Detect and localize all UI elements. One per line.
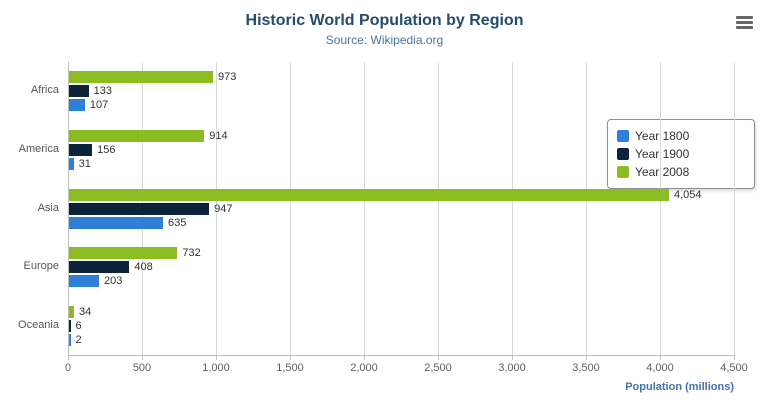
gridline	[290, 62, 291, 355]
legend-marker	[617, 166, 629, 178]
x-tick-mark	[734, 355, 735, 360]
hamburger-line	[736, 26, 753, 29]
value-label: 31	[78, 157, 91, 170]
x-tick-label: 1,500	[276, 362, 304, 374]
gridline	[68, 62, 69, 355]
bar-year-1800-asia[interactable]	[69, 216, 163, 229]
chart-title: Historic World Population by Region	[245, 12, 524, 29]
value-label: 635	[167, 216, 187, 229]
bar-year-1900-america[interactable]	[69, 143, 93, 156]
gridline	[734, 62, 735, 355]
x-tick-mark	[290, 355, 291, 360]
hamburger-menu-icon[interactable]	[736, 16, 753, 29]
category-label: Oceania	[18, 318, 59, 331]
value-label: 6	[75, 319, 82, 332]
x-tick-mark	[586, 355, 587, 360]
x-tick-label: 4,500	[720, 362, 748, 374]
x-tick-mark	[216, 355, 217, 360]
bar-year-1800-europe[interactable]	[69, 275, 100, 288]
x-tick-label: 3,500	[572, 362, 600, 374]
category-label: Asia	[37, 201, 59, 214]
legend-item-year-2008[interactable]: Year 2008	[617, 163, 745, 181]
chart-subtitle: Source: Wikipedia.org	[325, 33, 444, 47]
value-label: 133	[93, 85, 113, 98]
x-tick-label: 500	[132, 362, 152, 374]
value-label: 34	[79, 305, 92, 318]
x-tick-mark	[438, 355, 439, 360]
x-tick-label: 4,000	[646, 362, 674, 374]
bar-year-1800-america[interactable]	[69, 157, 74, 170]
value-label: 203	[104, 275, 123, 288]
value-label: 973	[218, 71, 237, 84]
bar-year-1800-oceania[interactable]	[69, 333, 71, 346]
x-tick-label: 1,000	[202, 362, 230, 374]
bar-year-2008-oceania[interactable]	[69, 305, 75, 318]
legend-item-year-1800[interactable]: Year 1800	[617, 127, 745, 145]
gridline	[660, 62, 661, 355]
gridline	[216, 62, 217, 355]
hamburger-line	[736, 21, 753, 24]
category-label: Europe	[23, 260, 59, 273]
x-tick-mark	[364, 355, 365, 360]
value-label: 914	[209, 129, 228, 142]
x-tick-mark	[512, 355, 513, 360]
x-axis-title: Population (millions)	[625, 381, 734, 393]
bar-year-1900-europe[interactable]	[69, 261, 130, 274]
bar-year-1900-oceania[interactable]	[69, 319, 71, 332]
legend-item-label: Year 1800	[635, 129, 690, 143]
value-label: 4,054	[673, 188, 702, 201]
category-label: Africa	[30, 84, 59, 97]
legend: Year 1800 Year 1900 Year 2008	[607, 119, 755, 189]
value-label: 156	[97, 143, 116, 156]
legend-item-label: Year 1900	[635, 147, 690, 161]
legend-item-label: Year 2008	[635, 165, 690, 179]
bar-year-1800-africa[interactable]	[69, 99, 85, 112]
gridline	[586, 62, 587, 355]
x-tick-mark	[660, 355, 661, 360]
legend-marker	[617, 130, 629, 142]
gridline	[512, 62, 513, 355]
category-label: America	[18, 142, 59, 155]
gridline	[364, 62, 365, 355]
x-tick-label: 2,000	[350, 362, 378, 374]
bar-year-2008-asia[interactable]	[69, 188, 669, 201]
bar-year-2008-africa[interactable]	[69, 71, 213, 84]
x-tick-label: 0	[64, 362, 72, 374]
legend-marker	[617, 148, 629, 160]
x-tick-mark	[68, 355, 69, 360]
value-label: 408	[134, 261, 153, 274]
x-tick-label: 3,000	[498, 362, 526, 374]
bar-year-1900-asia[interactable]	[69, 202, 210, 215]
gridline	[438, 62, 439, 355]
value-label: 732	[182, 247, 201, 260]
bar-year-2008-america[interactable]	[69, 129, 205, 142]
legend-item-year-1900[interactable]: Year 1900	[617, 145, 745, 163]
bar-year-2008-europe[interactable]	[69, 247, 178, 260]
x-axis-line	[68, 355, 735, 356]
value-label: 107	[89, 99, 109, 112]
x-tick-mark	[142, 355, 143, 360]
x-tick-label: 2,500	[424, 362, 452, 374]
hamburger-line	[736, 16, 753, 19]
value-label: 947	[214, 202, 233, 215]
bar-year-1900-africa[interactable]	[69, 85, 89, 98]
value-label: 2	[75, 333, 82, 346]
